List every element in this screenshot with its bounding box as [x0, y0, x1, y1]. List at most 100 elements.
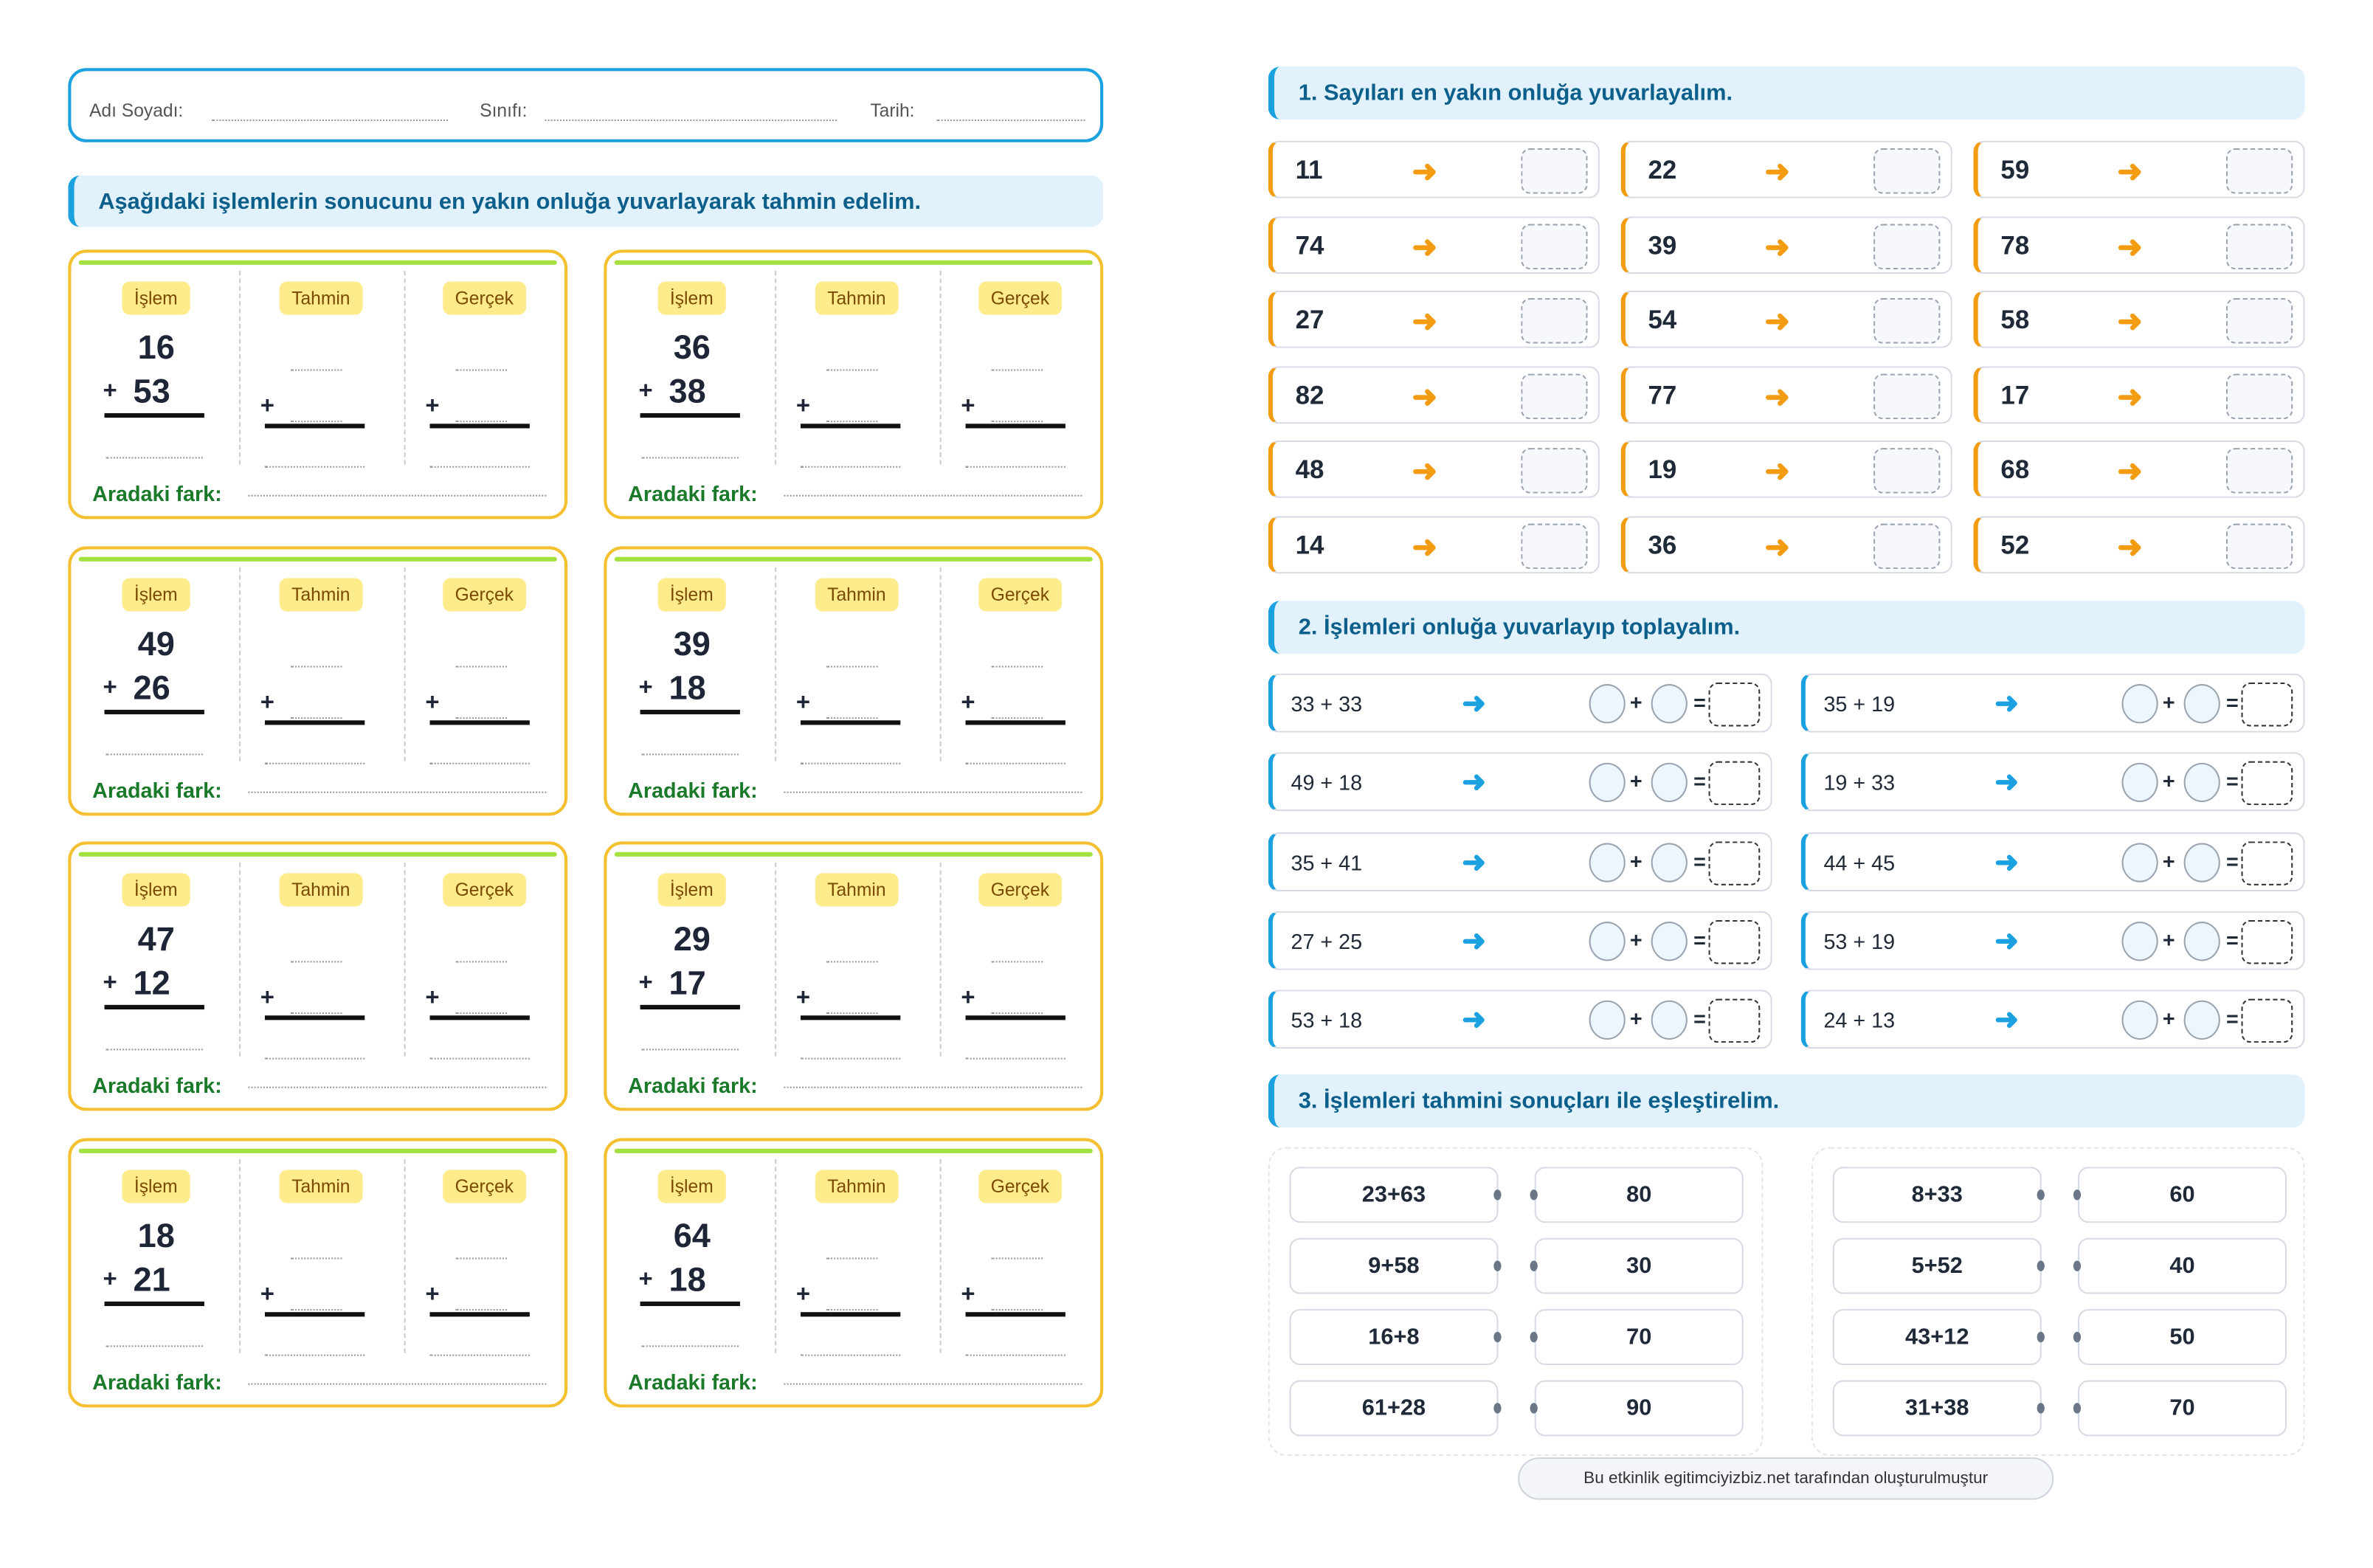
result-box[interactable]: 30 — [1534, 1237, 1744, 1294]
result-box[interactable]: 80 — [1534, 1167, 1744, 1223]
estimate-bottom-field[interactable] — [290, 1012, 342, 1015]
estimate-top-field[interactable] — [290, 666, 342, 668]
estimate-result-field[interactable] — [264, 466, 365, 468]
answer-box[interactable] — [1521, 373, 1588, 419]
rounded-first-input[interactable] — [2121, 921, 2158, 961]
actual-bottom-field[interactable] — [991, 717, 1043, 719]
answer-box[interactable] — [1873, 223, 1941, 269]
sum-answer-box[interactable] — [1708, 840, 1761, 885]
answer-box[interactable] — [1873, 448, 1941, 494]
result-field[interactable] — [106, 753, 203, 756]
estimate-top-field[interactable] — [290, 1257, 342, 1260]
rounded-second-input[interactable] — [1651, 842, 1688, 882]
expression-box[interactable]: 23+63 — [1289, 1167, 1499, 1223]
rounded-second-input[interactable] — [1651, 684, 1688, 724]
actual-top-field[interactable] — [991, 1257, 1043, 1260]
estimate-bottom-field[interactable] — [290, 1309, 342, 1311]
actual-bottom-field[interactable] — [991, 1309, 1043, 1311]
sum-answer-box[interactable] — [1708, 683, 1761, 727]
estimate-bottom-field[interactable] — [826, 717, 878, 719]
answer-box[interactable] — [1521, 523, 1588, 570]
actual-top-field[interactable] — [991, 961, 1043, 963]
actual-result-field[interactable] — [965, 466, 1065, 468]
rounded-second-input[interactable] — [1651, 921, 1688, 961]
expression-box[interactable]: 16+8 — [1289, 1309, 1499, 1366]
sum-answer-box[interactable] — [2241, 999, 2293, 1043]
result-field[interactable] — [641, 753, 739, 756]
rounded-first-input[interactable] — [2121, 842, 2158, 882]
match-dot[interactable] — [2037, 1189, 2045, 1201]
rounded-first-input[interactable] — [2121, 684, 2158, 724]
match-dot[interactable] — [1493, 1331, 1502, 1343]
difference-field[interactable] — [248, 1383, 547, 1385]
result-field[interactable] — [106, 1049, 203, 1051]
answer-box[interactable] — [1521, 448, 1588, 494]
rounded-first-input[interactable] — [2121, 763, 2158, 803]
sum-answer-box[interactable] — [1708, 761, 1761, 806]
estimate-top-field[interactable] — [826, 369, 878, 371]
rounded-second-input[interactable] — [1651, 763, 1688, 803]
rounded-second-input[interactable] — [1651, 1001, 1688, 1040]
estimate-top-field[interactable] — [290, 961, 342, 963]
result-field[interactable] — [106, 457, 203, 459]
actual-result-field[interactable] — [429, 466, 530, 468]
estimate-bottom-field[interactable] — [826, 1012, 878, 1015]
match-dot[interactable] — [2073, 1331, 2082, 1343]
estimate-result-field[interactable] — [264, 1354, 365, 1356]
expression-box[interactable]: 8+33 — [1832, 1167, 2042, 1223]
sum-answer-box[interactable] — [1708, 919, 1761, 964]
difference-field[interactable] — [784, 791, 1082, 793]
answer-box[interactable] — [1521, 223, 1588, 269]
actual-result-field[interactable] — [429, 1057, 530, 1060]
answer-box[interactable] — [1873, 523, 1941, 570]
result-box[interactable]: 60 — [2078, 1167, 2287, 1223]
result-box[interactable]: 70 — [2078, 1380, 2287, 1437]
match-dot[interactable] — [2037, 1331, 2045, 1343]
actual-result-field[interactable] — [429, 762, 530, 764]
actual-top-field[interactable] — [455, 961, 508, 963]
estimate-result-field[interactable] — [800, 762, 901, 764]
match-dot[interactable] — [1530, 1189, 1538, 1201]
rounded-second-input[interactable] — [2183, 684, 2220, 724]
sum-answer-box[interactable] — [2241, 919, 2293, 964]
estimate-top-field[interactable] — [826, 666, 878, 668]
match-dot[interactable] — [2037, 1403, 2045, 1414]
rounded-first-input[interactable] — [1589, 763, 1626, 803]
estimate-result-field[interactable] — [800, 466, 901, 468]
match-dot[interactable] — [1493, 1189, 1502, 1201]
answer-box[interactable] — [2226, 148, 2293, 194]
actual-top-field[interactable] — [455, 666, 508, 668]
result-box[interactable]: 90 — [1534, 1380, 1744, 1437]
estimate-top-field[interactable] — [290, 369, 342, 371]
difference-field[interactable] — [784, 1086, 1082, 1088]
match-dot[interactable] — [1530, 1403, 1538, 1414]
expression-box[interactable]: 5+52 — [1832, 1237, 2042, 1294]
rounded-second-input[interactable] — [2183, 921, 2220, 961]
match-dot[interactable] — [1530, 1331, 1538, 1343]
match-dot[interactable] — [2073, 1260, 2082, 1271]
actual-result-field[interactable] — [965, 1354, 1065, 1356]
estimate-bottom-field[interactable] — [826, 1309, 878, 1311]
answer-box[interactable] — [2226, 298, 2293, 344]
sum-answer-box[interactable] — [1708, 999, 1761, 1043]
result-field[interactable] — [641, 457, 739, 459]
answer-box[interactable] — [1873, 298, 1941, 344]
estimate-top-field[interactable] — [826, 961, 878, 963]
actual-result-field[interactable] — [429, 1354, 530, 1356]
rounded-first-input[interactable] — [1589, 684, 1626, 724]
estimate-bottom-field[interactable] — [290, 421, 342, 423]
actual-top-field[interactable] — [455, 1257, 508, 1260]
estimate-result-field[interactable] — [264, 1057, 365, 1060]
answer-box[interactable] — [1521, 148, 1588, 194]
difference-field[interactable] — [248, 791, 547, 793]
result-box[interactable]: 40 — [2078, 1237, 2287, 1294]
result-field[interactable] — [641, 1345, 739, 1347]
estimate-result-field[interactable] — [800, 1057, 901, 1060]
match-dot[interactable] — [1493, 1260, 1502, 1271]
result-field[interactable] — [641, 1049, 739, 1051]
actual-bottom-field[interactable] — [455, 717, 508, 719]
actual-top-field[interactable] — [991, 666, 1043, 668]
difference-field[interactable] — [248, 494, 547, 497]
actual-bottom-field[interactable] — [455, 1012, 508, 1015]
match-dot[interactable] — [1493, 1403, 1502, 1414]
